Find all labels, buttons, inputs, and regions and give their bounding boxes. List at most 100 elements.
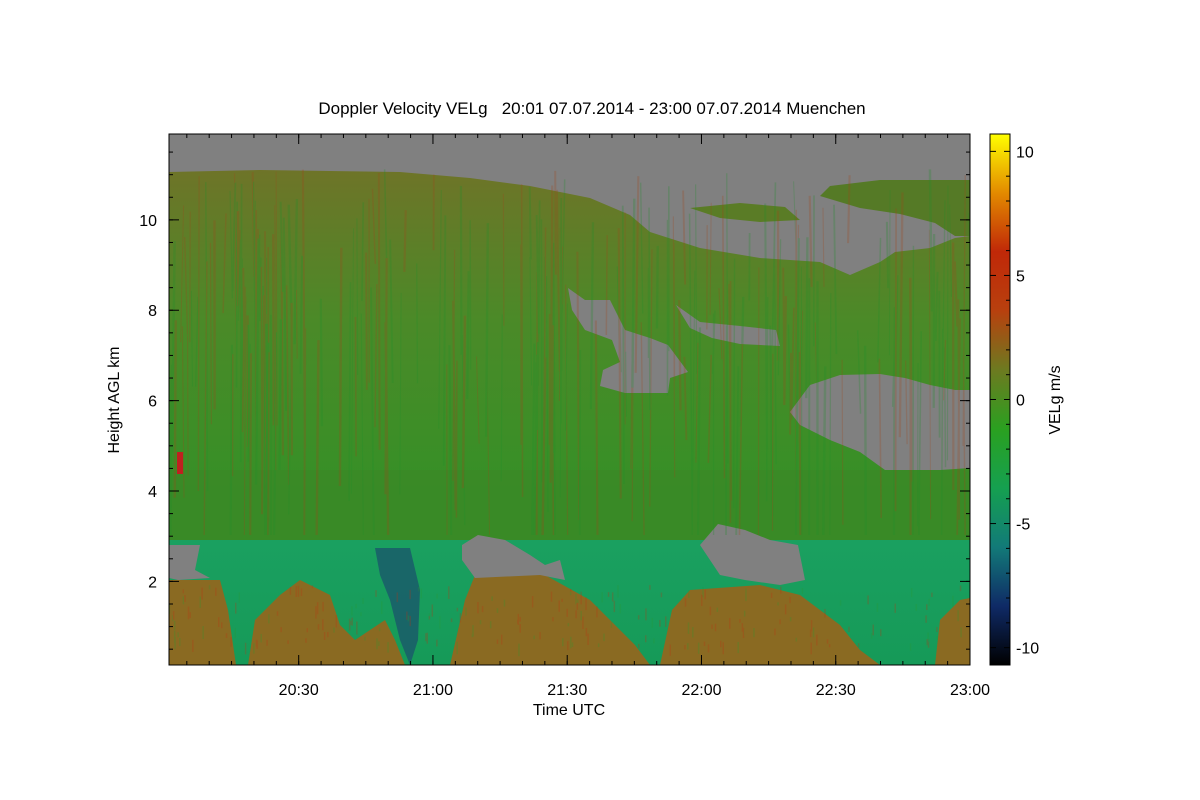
x-tick-label-2: 21:30 bbox=[547, 682, 587, 699]
streak bbox=[793, 181, 797, 250]
plot-frame bbox=[168, 133, 971, 666]
streak bbox=[549, 185, 554, 483]
streak bbox=[634, 176, 640, 373]
streak bbox=[956, 318, 961, 536]
streak bbox=[683, 356, 688, 441]
streak bbox=[605, 235, 608, 336]
streak bbox=[795, 224, 800, 458]
streak bbox=[365, 252, 368, 390]
streak bbox=[287, 204, 293, 315]
streak bbox=[249, 353, 253, 536]
y-tick-label-0: 2 bbox=[148, 574, 157, 591]
streak bbox=[293, 198, 299, 345]
streak bbox=[180, 205, 185, 343]
streak bbox=[765, 297, 769, 502]
streak bbox=[898, 192, 904, 438]
y-tick-label-1: 4 bbox=[148, 484, 157, 501]
streak bbox=[374, 284, 378, 428]
streak bbox=[640, 322, 645, 536]
streak bbox=[222, 213, 227, 314]
cbar-tick-label-3: -5 bbox=[1016, 517, 1030, 534]
streak bbox=[301, 169, 307, 449]
streak bbox=[782, 267, 786, 391]
upper-cloud-strip bbox=[690, 203, 800, 222]
streak bbox=[203, 261, 208, 536]
streak bbox=[520, 184, 524, 498]
streak bbox=[542, 227, 547, 535]
streak bbox=[241, 286, 246, 433]
streak bbox=[275, 171, 278, 426]
streak bbox=[285, 285, 290, 485]
streak bbox=[787, 324, 791, 420]
streak bbox=[529, 256, 533, 386]
y-tick-label-2: 6 bbox=[148, 394, 157, 411]
streak bbox=[728, 284, 733, 501]
streak bbox=[262, 285, 267, 536]
streak bbox=[707, 354, 712, 463]
streak bbox=[694, 184, 698, 374]
streak bbox=[265, 323, 270, 530]
cbar-tick-label-2: 0 bbox=[1016, 393, 1025, 410]
streak bbox=[528, 187, 532, 260]
streak bbox=[559, 328, 562, 498]
streak bbox=[170, 240, 176, 454]
streak bbox=[282, 217, 288, 411]
streak bbox=[725, 325, 728, 536]
streak bbox=[554, 170, 557, 275]
y-tick-label-3: 8 bbox=[148, 303, 157, 320]
streak bbox=[738, 343, 744, 536]
streak bbox=[204, 182, 209, 492]
subcloud-region-1 bbox=[169, 580, 236, 665]
streak bbox=[777, 239, 782, 376]
streak bbox=[361, 202, 365, 301]
subcloud-region-2 bbox=[248, 580, 405, 665]
colorbar-label: VELg m/s bbox=[1047, 365, 1064, 434]
streak bbox=[631, 237, 635, 522]
streak bbox=[847, 175, 851, 244]
streak bbox=[299, 255, 304, 374]
streak bbox=[798, 310, 803, 443]
streak bbox=[594, 320, 599, 536]
streak bbox=[537, 200, 541, 386]
streak bbox=[790, 307, 795, 420]
streak bbox=[384, 322, 390, 536]
streak bbox=[841, 359, 844, 525]
streak bbox=[688, 213, 694, 530]
gap-precip-center bbox=[462, 535, 565, 580]
streak bbox=[789, 352, 792, 435]
x-tick-label-0: 20:30 bbox=[279, 682, 319, 699]
streak bbox=[771, 182, 777, 346]
streak bbox=[822, 366, 827, 536]
streak bbox=[486, 343, 491, 536]
streak bbox=[691, 270, 696, 536]
streak bbox=[814, 322, 819, 443]
streak bbox=[798, 351, 802, 536]
streak bbox=[564, 284, 569, 536]
streak bbox=[769, 325, 774, 517]
streak bbox=[739, 296, 745, 427]
streak bbox=[384, 258, 388, 495]
streak bbox=[452, 249, 456, 481]
x-tick-label-4: 22:30 bbox=[816, 682, 856, 699]
streak bbox=[673, 243, 676, 381]
streak bbox=[169, 364, 174, 536]
streak bbox=[625, 351, 627, 417]
colorbar-axis: 10 5 0 -5 -10 bbox=[990, 144, 1039, 658]
chart-title: Doppler Velocity VELg 20:01 07.07.2014 -… bbox=[318, 99, 865, 118]
streak bbox=[251, 172, 256, 277]
cloud-gap-strip bbox=[676, 305, 780, 346]
streak bbox=[822, 207, 825, 288]
cbar-tick-label-0: 10 bbox=[1016, 144, 1034, 161]
streak bbox=[190, 290, 194, 387]
streak bbox=[630, 297, 634, 470]
streak bbox=[452, 300, 457, 511]
streak bbox=[484, 223, 490, 437]
streak bbox=[917, 331, 923, 536]
streak bbox=[257, 229, 261, 307]
streak bbox=[448, 345, 453, 536]
streak bbox=[252, 181, 257, 455]
streak bbox=[264, 342, 270, 536]
streak bbox=[541, 357, 547, 536]
streak bbox=[621, 205, 625, 484]
